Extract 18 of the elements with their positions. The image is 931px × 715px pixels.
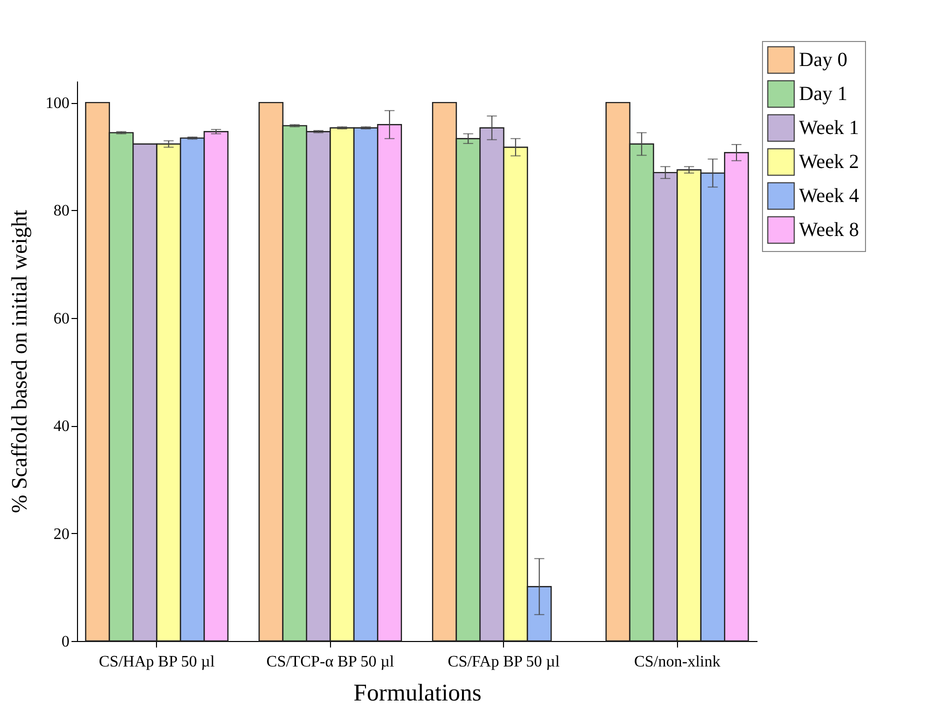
legend-label: Day 1 <box>799 83 848 105</box>
y-tick-label: 0 <box>62 634 70 650</box>
legend-label: Week 1 <box>799 117 860 139</box>
y-tick-label: 100 <box>46 95 70 112</box>
y-tick-label: 40 <box>54 418 70 436</box>
legend-label: Week 4 <box>799 185 860 207</box>
x-tick-label: CS/non-xlink <box>634 654 720 670</box>
legend-label: Day 0 <box>799 49 848 71</box>
y-tick-label: 20 <box>54 526 70 543</box>
y-axis-title: % Scaffold based on initial weight <box>6 210 32 514</box>
legend-label: Week 8 <box>799 219 860 241</box>
x-tick-label: CS/FAp BP 50 µl <box>448 654 560 670</box>
y-tick-label: 60 <box>54 310 70 328</box>
legend-label: Week 2 <box>799 151 860 173</box>
x-tick-label: CS/HAp BP 50 µl <box>98 654 216 670</box>
x-axis-title: Formulations <box>353 680 482 706</box>
y-tick-label: 80 <box>54 202 70 220</box>
x-tick-label: CS/TCP-α BP 50 µl <box>266 654 395 670</box>
